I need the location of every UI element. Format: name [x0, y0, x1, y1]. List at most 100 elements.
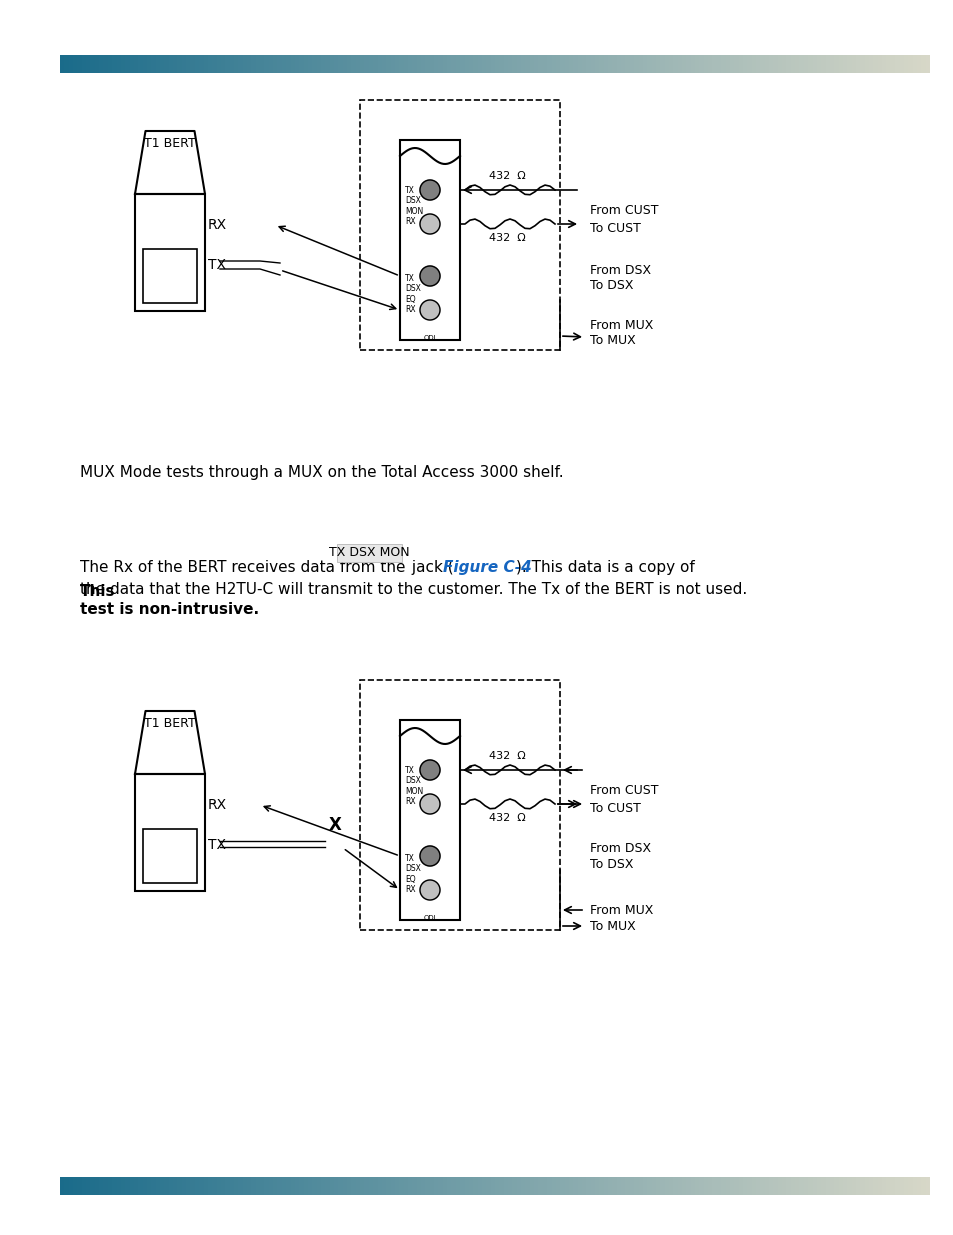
Bar: [659, 56, 664, 73]
Bar: [855, 56, 860, 73]
Circle shape: [419, 266, 439, 287]
Bar: [469, 1177, 474, 1195]
Bar: [255, 56, 260, 73]
Bar: [812, 1177, 817, 1195]
Bar: [412, 56, 416, 73]
Text: ODI: ODI: [423, 335, 436, 341]
Bar: [586, 56, 591, 73]
Bar: [642, 56, 647, 73]
Bar: [369, 1177, 374, 1195]
Bar: [420, 1177, 425, 1195]
Bar: [451, 56, 456, 73]
Bar: [877, 56, 882, 73]
Bar: [255, 1177, 260, 1195]
Bar: [863, 1177, 869, 1195]
Bar: [868, 56, 873, 73]
Bar: [486, 56, 491, 73]
Bar: [673, 56, 678, 73]
Bar: [269, 1177, 274, 1195]
Bar: [281, 56, 287, 73]
Bar: [612, 1177, 617, 1195]
Text: RX: RX: [208, 798, 227, 811]
Bar: [668, 1177, 673, 1195]
Bar: [225, 56, 230, 73]
Bar: [498, 1177, 504, 1195]
Bar: [429, 1177, 435, 1195]
Bar: [595, 1177, 599, 1195]
Bar: [147, 56, 152, 73]
Bar: [716, 1177, 720, 1195]
Bar: [612, 56, 617, 73]
Bar: [155, 56, 160, 73]
Bar: [894, 56, 899, 73]
Bar: [112, 1177, 117, 1195]
Bar: [508, 56, 513, 73]
Bar: [842, 56, 847, 73]
Bar: [656, 56, 660, 73]
Bar: [894, 1177, 899, 1195]
Bar: [481, 56, 486, 73]
Bar: [373, 56, 377, 73]
Bar: [203, 1177, 208, 1195]
Bar: [216, 56, 221, 73]
Bar: [164, 1177, 169, 1195]
Bar: [695, 1177, 700, 1195]
Bar: [816, 56, 821, 73]
Bar: [99, 56, 104, 73]
Bar: [790, 1177, 795, 1195]
Bar: [108, 56, 112, 73]
Bar: [338, 1177, 343, 1195]
Bar: [534, 56, 538, 73]
Bar: [60, 1177, 65, 1195]
Bar: [755, 56, 760, 73]
Bar: [742, 1177, 747, 1195]
Bar: [634, 56, 639, 73]
Text: RX: RX: [208, 219, 227, 232]
Bar: [334, 56, 338, 73]
Text: 432  Ω: 432 Ω: [489, 751, 525, 761]
Bar: [429, 56, 435, 73]
Bar: [82, 56, 87, 73]
Bar: [578, 56, 582, 73]
Bar: [477, 56, 482, 73]
Bar: [812, 56, 817, 73]
Bar: [716, 56, 720, 73]
Bar: [824, 1177, 829, 1195]
Bar: [286, 1177, 291, 1195]
Bar: [351, 56, 355, 73]
Bar: [642, 1177, 647, 1195]
Bar: [172, 56, 178, 73]
Bar: [203, 56, 208, 73]
Bar: [803, 1177, 808, 1195]
Bar: [821, 56, 825, 73]
Bar: [899, 56, 903, 73]
Bar: [651, 1177, 656, 1195]
Bar: [568, 1177, 573, 1195]
Bar: [882, 1177, 886, 1195]
Bar: [334, 1177, 338, 1195]
Bar: [130, 56, 134, 73]
Text: ). This data is a copy of: ). This data is a copy of: [516, 559, 694, 576]
Bar: [573, 56, 578, 73]
Text: TX: TX: [208, 839, 226, 852]
Bar: [729, 56, 734, 73]
Bar: [646, 1177, 652, 1195]
Bar: [673, 1177, 678, 1195]
Bar: [547, 1177, 552, 1195]
Text: To MUX: To MUX: [589, 920, 635, 932]
Bar: [112, 56, 117, 73]
Bar: [860, 56, 864, 73]
Bar: [247, 56, 252, 73]
Bar: [121, 56, 126, 73]
Bar: [699, 1177, 703, 1195]
Bar: [252, 56, 256, 73]
Bar: [794, 56, 800, 73]
Bar: [529, 56, 534, 73]
Bar: [617, 1177, 621, 1195]
Bar: [681, 1177, 686, 1195]
Bar: [559, 56, 564, 73]
Bar: [834, 1177, 839, 1195]
Text: TX: TX: [208, 258, 226, 272]
Bar: [269, 56, 274, 73]
Bar: [638, 56, 642, 73]
